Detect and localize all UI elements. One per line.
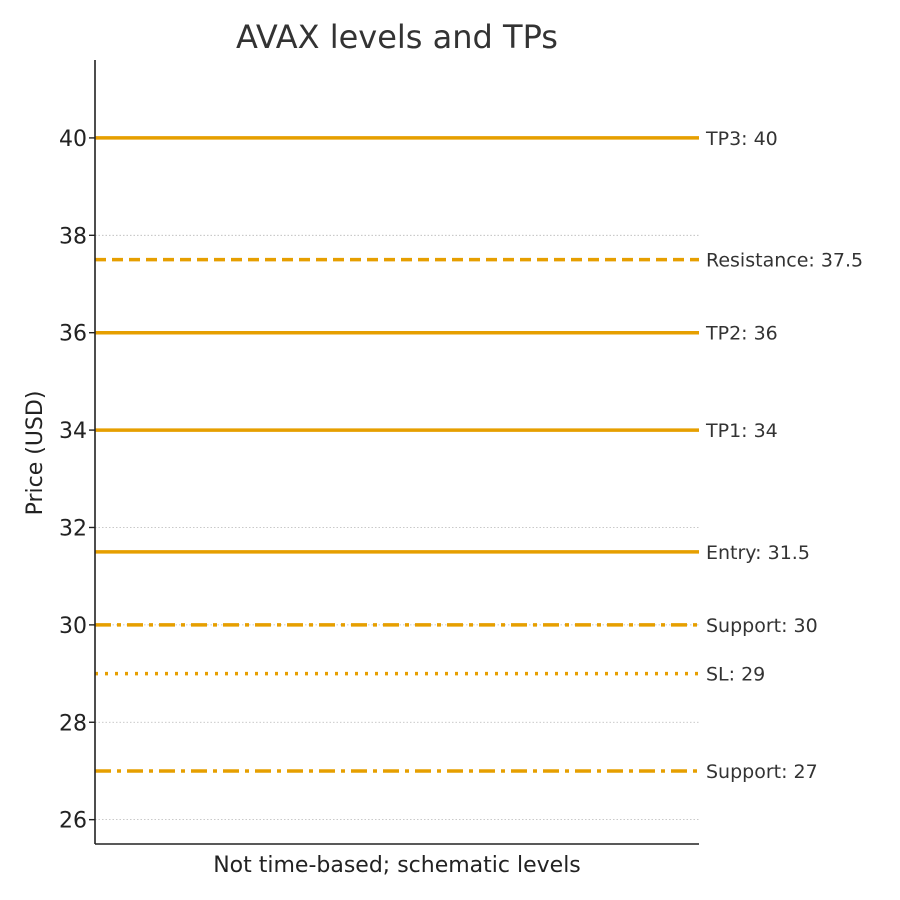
level-label: TP3: 40 [705,128,778,150]
level-label: Support: 30 [706,615,818,637]
grid-lines [95,137,699,821]
level-label: Resistance: 37.5 [706,250,863,272]
level-label: SL: 29 [706,664,765,686]
level-labels: TP3: 40 Resistance: 37.5 TP2: 36 TP1: 34 Ent… [705,128,863,783]
y-tick-label: 32 [59,516,87,541]
level-label: Support: 27 [706,761,818,783]
y-tick-label: 40 [59,127,87,152]
level-label: TP2: 36 [705,323,778,345]
y-tick-label: 34 [59,419,87,444]
level-label: TP1: 34 [705,420,778,442]
y-ticks: 26 28 30 32 34 36 38 40 [59,127,95,834]
y-tick-label: 36 [59,322,87,347]
axes [94,60,699,845]
level-lines [95,136,699,773]
chart-title: AVAX levels and TPs [236,18,558,56]
y-tick-label: 30 [59,614,87,639]
x-axis-label: Not time-based; schematic levels [213,853,581,878]
y-tick-label: 26 [59,809,87,834]
level-label: Entry: 31.5 [706,542,810,564]
y-axis-label: Price (USD) [23,391,48,516]
y-tick-label: 38 [59,224,87,249]
y-tick-label: 28 [59,711,87,736]
